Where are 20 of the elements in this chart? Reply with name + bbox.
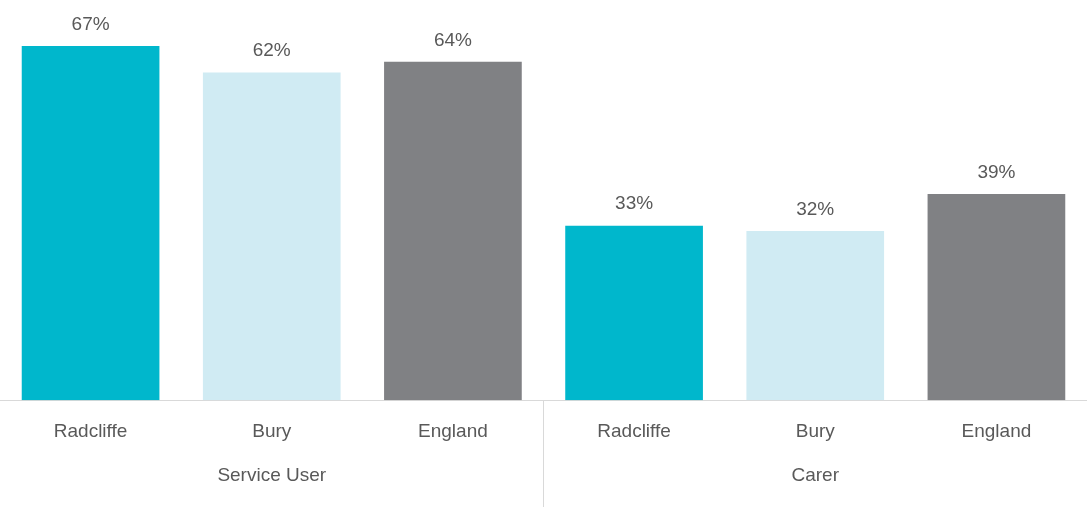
- text: Carer: [791, 464, 840, 486]
- bar: [927, 194, 1066, 401]
- x-tick-label: Radcliffe: [597, 419, 671, 441]
- x-tick-label: Radcliffe: [53, 419, 128, 441]
- bar: [746, 231, 885, 401]
- bar: [384, 61, 522, 401]
- data-label: 67%: [71, 12, 110, 34]
- data-label: 62%: [252, 39, 291, 61]
- data-label: 32%: [796, 197, 835, 219]
- data-label: 64%: [433, 28, 473, 50]
- data-label: 33%: [615, 192, 654, 214]
- bar: [21, 46, 160, 401]
- x-tick-label: England: [961, 419, 1032, 441]
- bar: [202, 72, 341, 401]
- bar: [565, 225, 703, 401]
- x-tick-label: Bury: [795, 419, 836, 441]
- x-tick-label: England: [418, 419, 488, 441]
- data-label: 39%: [977, 160, 1016, 182]
- x-tick-label: Bury: [252, 419, 292, 441]
- text: Service User: [217, 464, 327, 486]
